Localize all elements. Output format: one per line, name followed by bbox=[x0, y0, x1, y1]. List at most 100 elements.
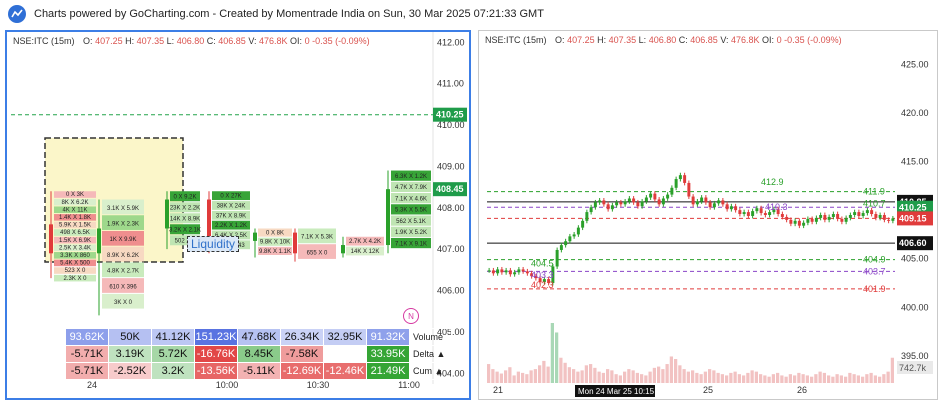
volume-cell: 47.68K bbox=[237, 328, 281, 346]
footprint-cell bbox=[102, 278, 144, 293]
candle bbox=[717, 200, 721, 204]
volume-bar bbox=[818, 371, 822, 383]
footprint-cell bbox=[102, 262, 144, 278]
volume-bar bbox=[839, 375, 843, 383]
candle bbox=[691, 196, 695, 205]
volume-cell: 50K bbox=[108, 328, 152, 346]
candle bbox=[504, 270, 508, 273]
volume-bar bbox=[627, 369, 631, 383]
volume-bar bbox=[648, 371, 652, 383]
candle bbox=[627, 198, 631, 202]
volume-bar bbox=[886, 371, 890, 383]
volume-bar bbox=[784, 376, 788, 383]
volume-row: 93.62K 50K 41.12K 151.23K 47.68K 26.34K 32.95K… bbox=[65, 328, 452, 346]
volume-bar bbox=[869, 372, 873, 383]
volume-bar bbox=[601, 372, 605, 383]
cum-cell: -13.56K bbox=[194, 362, 238, 380]
level-label-2: 410.3 bbox=[765, 202, 788, 212]
candle bbox=[772, 209, 776, 213]
footprint-cell bbox=[298, 228, 336, 244]
candle bbox=[721, 200, 725, 205]
footprint-cell-text: 5.3K X 5.5K bbox=[395, 208, 427, 214]
price-tag-410-25: 410.25 bbox=[436, 110, 464, 120]
footprint-cell bbox=[170, 191, 200, 202]
footprint-cell-text: 655 X 0 bbox=[307, 250, 328, 256]
candle bbox=[602, 200, 606, 205]
footprint-cell-text: 1.9K X 5.2K bbox=[395, 230, 427, 236]
footprint-cell bbox=[170, 224, 200, 235]
candle bbox=[593, 202, 597, 208]
volume-bar bbox=[831, 376, 835, 383]
candle bbox=[768, 212, 772, 215]
left-ohlc-info: NSE:ITC (15m) O: 407.25 H: 407.35 L: 406… bbox=[13, 36, 370, 46]
volume-bar bbox=[614, 374, 618, 383]
candlestick-chart-panel[interactable]: NSE:ITC (15m) O: 407.25 H: 407.35 L: 406… bbox=[478, 30, 938, 400]
delta-cell: 229 bbox=[323, 345, 367, 363]
candle bbox=[755, 208, 759, 212]
candle bbox=[568, 236, 572, 242]
candlestick-chart-svg[interactable]: 425.00420.00415.00410.00405.00400.00395.… bbox=[479, 31, 937, 399]
volume-bar bbox=[852, 374, 856, 383]
volume-bar bbox=[699, 374, 703, 383]
footprint-cell bbox=[54, 191, 96, 198]
top-bar: Charts powered by GoCharting.com - Creat… bbox=[0, 0, 940, 28]
candle bbox=[831, 214, 835, 217]
volume-bar bbox=[725, 375, 729, 383]
volume-cell: 91.32K bbox=[366, 328, 410, 346]
price-tag-bg-1 bbox=[897, 200, 933, 215]
level-label-5: 403.3 bbox=[531, 270, 554, 280]
y-tick-label-1: 411.00 bbox=[437, 79, 464, 89]
footprint-cell bbox=[212, 201, 250, 210]
footprint-cell bbox=[54, 221, 96, 229]
volume-bar bbox=[686, 371, 690, 383]
footprint-cell-text: 5.9K X 1.5K bbox=[59, 223, 91, 229]
footprint-cell-text: 4.7K X 7.9K bbox=[395, 185, 427, 191]
delta-cell: 8.45K bbox=[237, 345, 281, 363]
candle bbox=[870, 210, 874, 215]
candle bbox=[823, 215, 827, 220]
right-y-tick-1: 420.00 bbox=[901, 108, 929, 118]
footprint-cell-text: 3.1K X 5.9K bbox=[107, 206, 139, 212]
y-tick-label-5: 407.00 bbox=[437, 244, 465, 254]
candle bbox=[810, 218, 814, 222]
delta-label: Delta ▲ bbox=[409, 345, 452, 363]
volume-bar bbox=[805, 375, 809, 383]
footprint-cell bbox=[258, 228, 292, 237]
volume-bar bbox=[856, 375, 860, 383]
volume-bar bbox=[665, 364, 669, 383]
right-y-tick-2: 415.00 bbox=[901, 157, 929, 167]
volume-bar bbox=[882, 374, 886, 383]
volume-bar bbox=[767, 376, 771, 383]
footprint-cell-text: 9.8K X 1.1K bbox=[259, 249, 291, 255]
delta-cell: -16.76K bbox=[194, 345, 238, 363]
volume-bar bbox=[793, 375, 797, 383]
footprint-cell-text: 8.9K X 6.2K bbox=[107, 253, 139, 259]
right-y-tick-5: 400.00 bbox=[901, 302, 929, 312]
candle bbox=[513, 272, 517, 275]
candle bbox=[759, 208, 763, 214]
volume-tag: 742.7k bbox=[899, 363, 927, 373]
volume-cell: 41.12K bbox=[151, 328, 195, 346]
volume-bar bbox=[754, 371, 758, 383]
candle bbox=[674, 179, 678, 188]
volume-bar bbox=[712, 370, 716, 383]
footprint-cell-text: 14K X 8.9K bbox=[170, 216, 200, 222]
footprint-cell bbox=[102, 246, 144, 262]
volume-bar bbox=[695, 372, 699, 383]
level-label-6: 402.3 bbox=[531, 280, 554, 290]
candle bbox=[708, 202, 712, 208]
footprint-cell bbox=[391, 237, 431, 249]
footprint-cell bbox=[391, 181, 431, 193]
footprint-chart-panel[interactable]: NSE:ITC (15m) O: 407.25 H: 407.35 L: 406… bbox=[5, 30, 471, 400]
volume-bar bbox=[780, 375, 784, 383]
candle bbox=[653, 193, 657, 200]
candle bbox=[687, 182, 691, 197]
footprint-cell bbox=[54, 274, 96, 282]
footprint-cell-text: 502 X 0 bbox=[175, 238, 196, 244]
news-badge-icon[interactable]: N bbox=[403, 308, 419, 324]
footprint-chart-svg[interactable]: 412.00 411.00 410.00 409.00 408.00 407.00 406.… bbox=[7, 32, 469, 398]
footprint-cell bbox=[102, 215, 144, 230]
footprint-cell-text: 3.2K X 2.1K bbox=[169, 227, 201, 233]
candle bbox=[619, 202, 623, 205]
candle bbox=[521, 269, 525, 272]
